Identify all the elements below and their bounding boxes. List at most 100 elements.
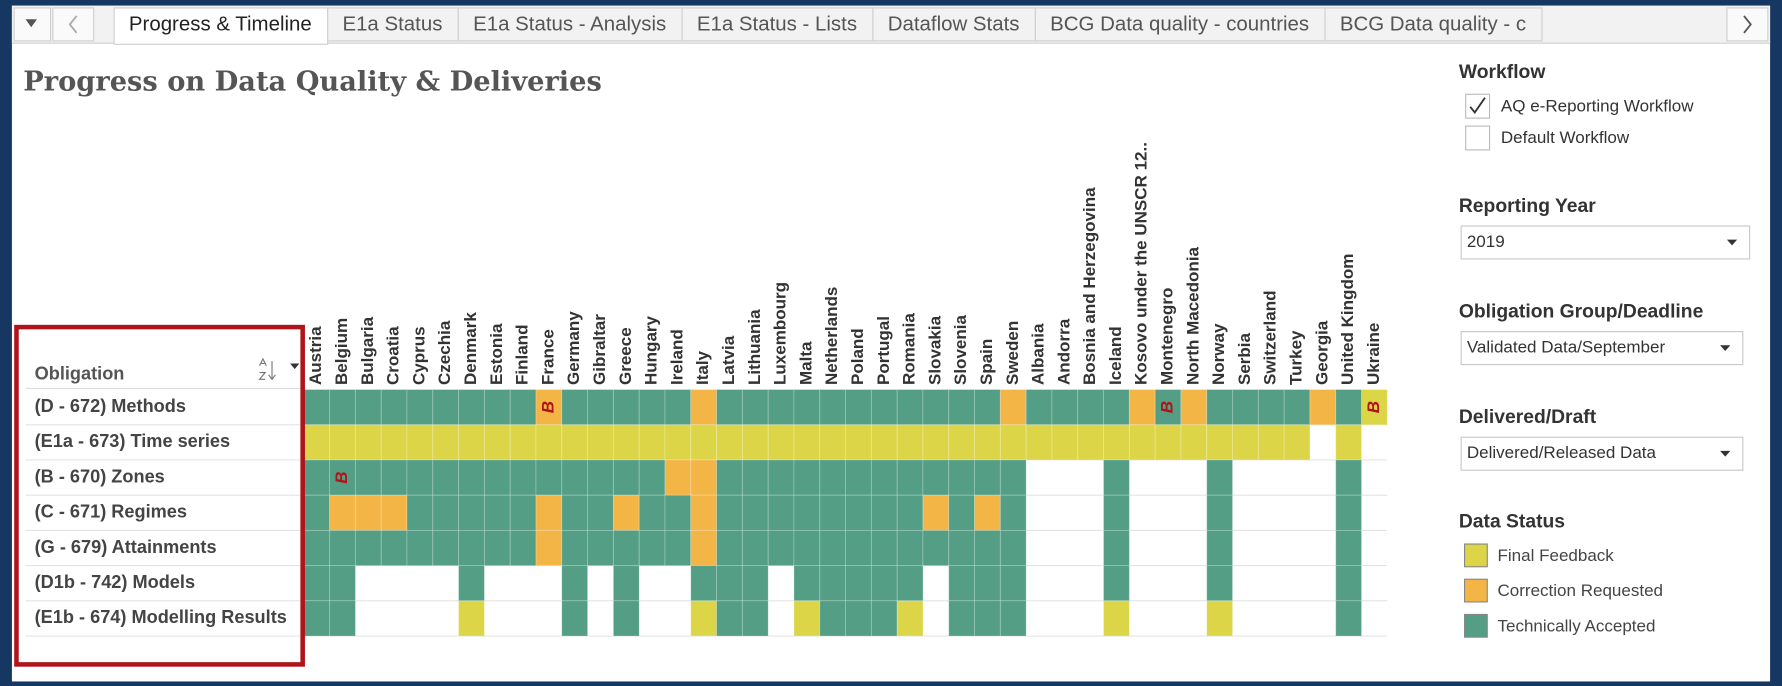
status-cell[interactable] (819, 459, 847, 496)
tab[interactable] (327, 7, 459, 42)
status-cell[interactable] (329, 529, 356, 567)
status-cell[interactable] (561, 600, 589, 637)
checkbox[interactable] (1465, 125, 1491, 151)
status-cell[interactable] (1335, 565, 1362, 602)
status-cell[interactable] (1103, 565, 1130, 602)
status-cell[interactable] (948, 424, 976, 461)
tab[interactable] (1324, 7, 1543, 42)
status-cell[interactable] (716, 565, 743, 602)
status-cell[interactable] (483, 529, 511, 567)
status-cell[interactable] (870, 459, 898, 496)
status-cell[interactable] (1206, 529, 1233, 567)
status-cell[interactable] (819, 424, 847, 461)
status-cell[interactable] (690, 494, 718, 531)
status-cell[interactable] (329, 459, 356, 496)
status-cell[interactable] (587, 389, 614, 426)
status-cell[interactable] (380, 459, 408, 496)
status-cell[interactable] (767, 424, 795, 461)
status-cell[interactable] (509, 459, 537, 496)
status-cell[interactable] (612, 600, 640, 637)
status-cell[interactable] (432, 424, 460, 461)
status-cell[interactable] (561, 565, 589, 602)
status-cell[interactable] (870, 529, 898, 567)
status-cell[interactable] (819, 529, 847, 567)
status-cell[interactable] (638, 459, 666, 496)
status-cell[interactable] (1257, 389, 1285, 426)
tab[interactable] (872, 7, 1036, 42)
status-cell[interactable] (406, 459, 434, 496)
status-cell[interactable] (638, 494, 666, 531)
status-cell[interactable] (612, 494, 640, 531)
status-cell[interactable] (561, 459, 589, 496)
status-cell[interactable] (1103, 494, 1130, 531)
status-cell[interactable] (1180, 389, 1208, 426)
status-cell[interactable] (974, 529, 1001, 567)
tab[interactable] (681, 7, 874, 42)
status-cell[interactable] (690, 565, 718, 602)
status-cell[interactable] (845, 565, 872, 602)
status-cell[interactable] (1361, 389, 1388, 426)
status-cell[interactable] (716, 600, 743, 637)
status-cell[interactable] (896, 600, 924, 637)
status-cell[interactable] (1309, 389, 1337, 426)
status-cell[interactable] (458, 494, 485, 531)
status-cell[interactable] (767, 389, 795, 426)
status-cell[interactable] (896, 565, 924, 602)
status-cell[interactable] (1206, 494, 1233, 531)
status-cell[interactable] (303, 389, 331, 426)
status-cell[interactable] (999, 529, 1027, 567)
status-cell[interactable] (974, 459, 1001, 496)
status-cell[interactable] (716, 459, 743, 496)
status-cell[interactable] (1051, 389, 1079, 426)
status-cell[interactable] (741, 600, 769, 637)
status-cell[interactable] (329, 600, 356, 637)
status-cell[interactable] (354, 529, 382, 567)
status-cell[interactable] (922, 494, 950, 531)
status-cell[interactable] (767, 459, 795, 496)
status-cell[interactable] (1257, 424, 1285, 461)
status-cell[interactable] (483, 424, 511, 461)
status-cell[interactable] (793, 600, 821, 637)
status-cell[interactable] (1154, 389, 1182, 426)
status-cell[interactable] (741, 389, 769, 426)
status-cell[interactable] (561, 424, 589, 461)
status-cell[interactable] (716, 494, 743, 531)
status-cell[interactable] (896, 459, 924, 496)
status-cell[interactable] (380, 529, 408, 567)
status-cell[interactable] (948, 565, 976, 602)
status-cell[interactable] (380, 424, 408, 461)
status-cell[interactable] (896, 389, 924, 426)
status-cell[interactable] (845, 494, 872, 531)
status-cell[interactable] (1206, 565, 1233, 602)
tab-prev-button[interactable] (52, 7, 95, 42)
status-cell[interactable] (483, 494, 511, 531)
status-cell[interactable] (922, 424, 950, 461)
status-cell[interactable] (638, 389, 666, 426)
status-cell[interactable] (793, 565, 821, 602)
status-cell[interactable] (535, 494, 563, 531)
status-cell[interactable] (535, 529, 563, 567)
status-cell[interactable] (870, 424, 898, 461)
status-cell[interactable] (716, 389, 743, 426)
status-cell[interactable] (458, 529, 485, 567)
status-cell[interactable] (1077, 389, 1105, 426)
status-cell[interactable] (922, 389, 950, 426)
status-cell[interactable] (432, 459, 460, 496)
status-cell[interactable] (664, 494, 692, 531)
status-cell[interactable] (1025, 424, 1053, 461)
status-cell[interactable] (303, 600, 331, 637)
status-cell[interactable] (509, 494, 537, 531)
tab[interactable] (1034, 7, 1326, 42)
status-cell[interactable] (974, 600, 1001, 637)
status-cell[interactable] (1103, 424, 1130, 461)
status-cell[interactable] (458, 459, 485, 496)
status-cell[interactable] (999, 459, 1027, 496)
status-cell[interactable] (819, 565, 847, 602)
status-cell[interactable] (303, 529, 331, 567)
tab-next-button[interactable] (1726, 7, 1769, 42)
dropdown[interactable] (1460, 225, 1751, 260)
status-cell[interactable] (509, 529, 537, 567)
status-cell[interactable] (1025, 389, 1053, 426)
status-cell[interactable] (948, 600, 976, 637)
status-cell[interactable] (845, 459, 872, 496)
